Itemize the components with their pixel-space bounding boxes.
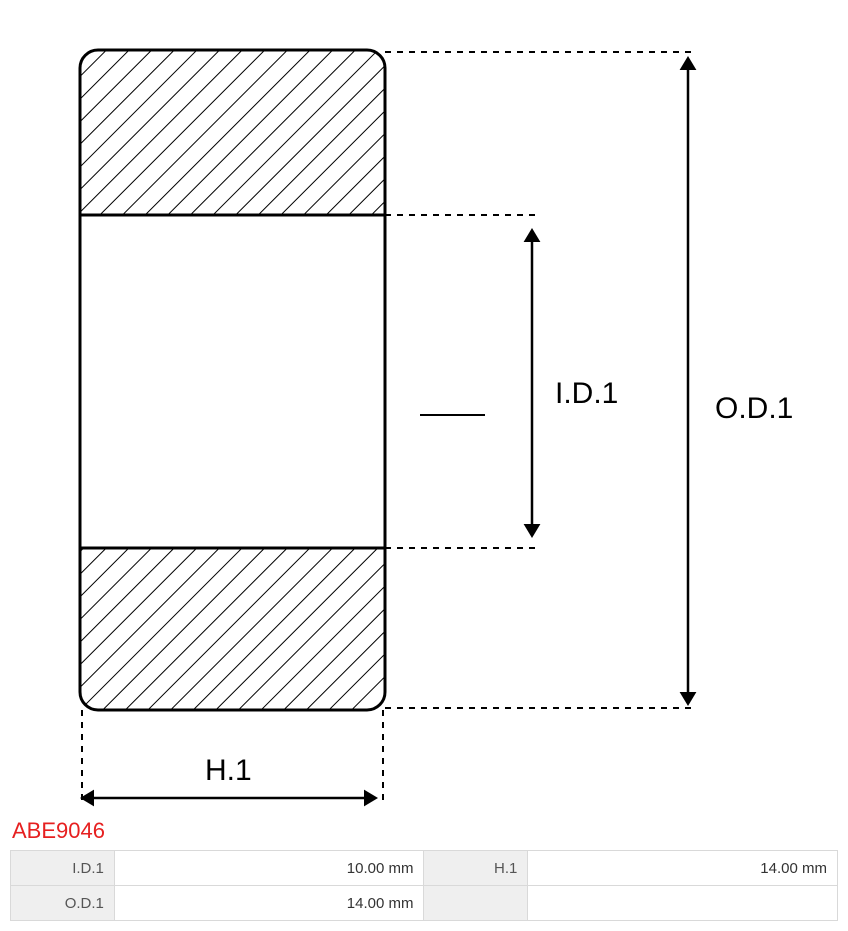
spec-table: I.D.1 10.00 mm H.1 14.00 mm O.D.1 14.00 … [10, 850, 838, 921]
svg-text:H.1: H.1 [205, 754, 252, 787]
spec-label: I.D.1 [11, 851, 115, 886]
spec-value: 14.00 mm [114, 886, 424, 921]
spec-value: 10.00 mm [114, 851, 424, 886]
bearing-diagram: O.D.1 I.D.1 H.1 [10, 10, 838, 810]
svg-text:O.D.1: O.D.1 [715, 392, 793, 425]
svg-text:I.D.1: I.D.1 [555, 377, 618, 410]
spec-label: O.D.1 [11, 886, 115, 921]
table-row: I.D.1 10.00 mm H.1 14.00 mm [11, 851, 838, 886]
spec-value: 14.00 mm [528, 851, 838, 886]
spec-value [528, 886, 838, 921]
table-row: O.D.1 14.00 mm [11, 886, 838, 921]
spec-label [424, 886, 528, 921]
part-number-title: ABE9046 [12, 818, 838, 844]
spec-label: H.1 [424, 851, 528, 886]
